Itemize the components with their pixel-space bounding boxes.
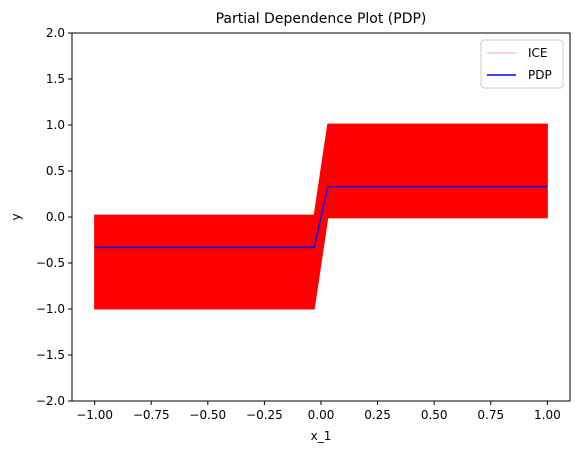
- y-tick-label: −1.5: [36, 348, 65, 362]
- y-tick-label: 1.5: [46, 72, 65, 86]
- x-tick-label: 0.50: [421, 408, 448, 422]
- x-tick-label: −1.00: [76, 408, 113, 422]
- x-tick-label: 0.00: [308, 408, 335, 422]
- y-tick-label: 2.0: [46, 26, 65, 40]
- x-tick-label: −0.50: [189, 408, 226, 422]
- chart-title: Partial Dependence Plot (PDP): [216, 11, 427, 27]
- x-tick-label: −0.75: [133, 408, 170, 422]
- legend: ICE PDP: [480, 39, 564, 89]
- x-tick-label: 1.00: [534, 408, 561, 422]
- legend-box: [480, 39, 564, 89]
- y-tick-label: −0.5: [36, 256, 65, 270]
- y-tick-label: 0.5: [46, 164, 65, 178]
- pdp-line: [94, 185, 548, 249]
- x-axis-ticks: −1.00 −0.75 −0.50 −0.25 0.00 0.25 0.50 0.75 1.00: [76, 401, 561, 422]
- legend-pdp-label: PDP: [528, 68, 552, 82]
- x-tick-label: 0.25: [364, 408, 391, 422]
- plot-area: [94, 123, 548, 310]
- y-tick-label: 0.0: [46, 210, 65, 224]
- y-tick-label: −2.0: [36, 394, 65, 408]
- y-tick-label: −1.0: [36, 302, 65, 316]
- y-axis-ticks: −2.0 −1.5 −1.0 −0.5 0.0 0.5 1.0 1.5 2.0: [36, 26, 72, 408]
- x-axis-label: x_1: [311, 429, 332, 443]
- x-tick-label: 0.75: [477, 408, 504, 422]
- x-tick-label: −0.25: [246, 408, 283, 422]
- y-tick-label: 1.0: [46, 118, 65, 132]
- y-axis-label: y: [9, 213, 23, 220]
- legend-ice-label: ICE: [528, 46, 548, 60]
